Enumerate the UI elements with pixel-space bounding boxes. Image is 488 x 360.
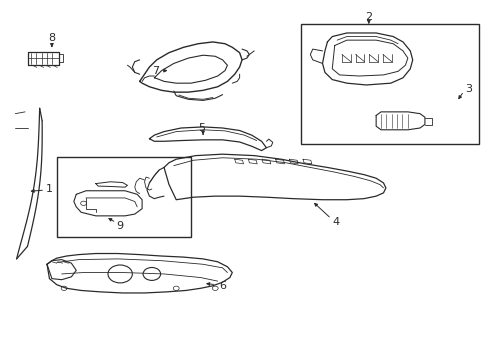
Text: 8: 8 [48,33,55,43]
Text: 2: 2 [365,12,372,22]
Bar [57,157,190,237]
Text: 3: 3 [465,84,471,94]
Text: 5: 5 [198,123,204,133]
Text: 1: 1 [46,184,53,194]
Bar [300,24,478,144]
Text: 9: 9 [116,221,123,230]
Text: 7: 7 [152,66,159,76]
Text: 4: 4 [332,217,339,227]
Text: 6: 6 [219,281,225,291]
